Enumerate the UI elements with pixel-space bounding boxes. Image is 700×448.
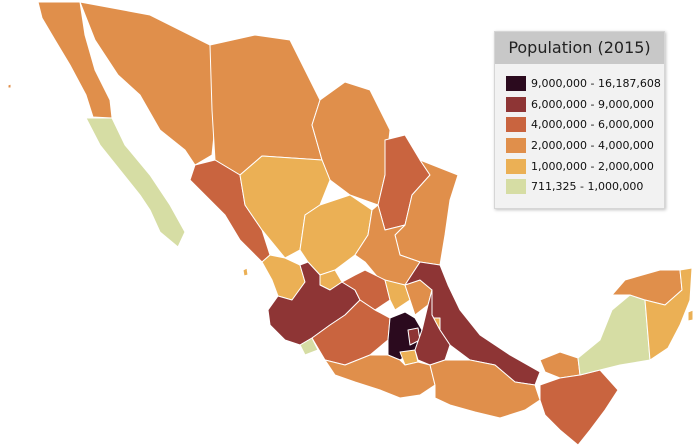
state-queretaro[interactable] <box>384 279 411 311</box>
legend-swatch <box>506 96 526 112</box>
island-islas-marias <box>242 267 249 277</box>
state-baja-california-sur[interactable] <box>85 117 186 248</box>
legend-item: 2,000,000 - 4,000,000 <box>506 135 664 156</box>
legend-item: 9,000,000 - 16,187,608 <box>506 73 664 94</box>
legend-label: 2,000,000 - 4,000,000 <box>531 138 654 152</box>
state-colima[interactable] <box>299 337 319 356</box>
state-quintana-roo[interactable] <box>644 267 693 361</box>
state-tabasco[interactable] <box>539 351 581 379</box>
state-oaxaca[interactable] <box>429 359 541 419</box>
state-chihuahua[interactable] <box>209 34 323 176</box>
legend-label: 711,325 - 1,000,000 <box>531 180 644 194</box>
legend-item: 4,000,000 - 6,000,000 <box>506 114 664 135</box>
legend-items: 9,000,000 - 16,187,608 6,000,000 - 9,000… <box>495 64 664 197</box>
legend-swatch <box>506 75 526 91</box>
legend-item: 1,000,000 - 2,000,000 <box>506 156 664 177</box>
legend-item: 6,000,000 - 9,000,000 <box>506 94 664 115</box>
state-sonora[interactable] <box>79 1 219 166</box>
island-cozumel <box>687 309 694 322</box>
legend-label: 6,000,000 - 9,000,000 <box>531 97 654 111</box>
legend-label: 1,000,000 - 2,000,000 <box>531 159 654 173</box>
legend-label: 9,000,000 - 16,187,608 <box>531 76 661 90</box>
map-legend: Population (2015) 9,000,000 - 16,187,608… <box>494 31 665 209</box>
legend-swatch <box>506 158 526 174</box>
legend-swatch <box>506 137 526 153</box>
state-campeche[interactable] <box>577 294 651 376</box>
state-chiapas[interactable] <box>539 369 619 446</box>
legend-title: Population (2015) <box>495 32 664 64</box>
island-small-west <box>7 83 12 89</box>
legend-label: 4,000,000 - 6,000,000 <box>531 118 654 132</box>
legend-swatch <box>506 179 526 195</box>
legend-swatch <box>506 117 526 133</box>
legend-item: 711,325 - 1,000,000 <box>506 176 664 197</box>
